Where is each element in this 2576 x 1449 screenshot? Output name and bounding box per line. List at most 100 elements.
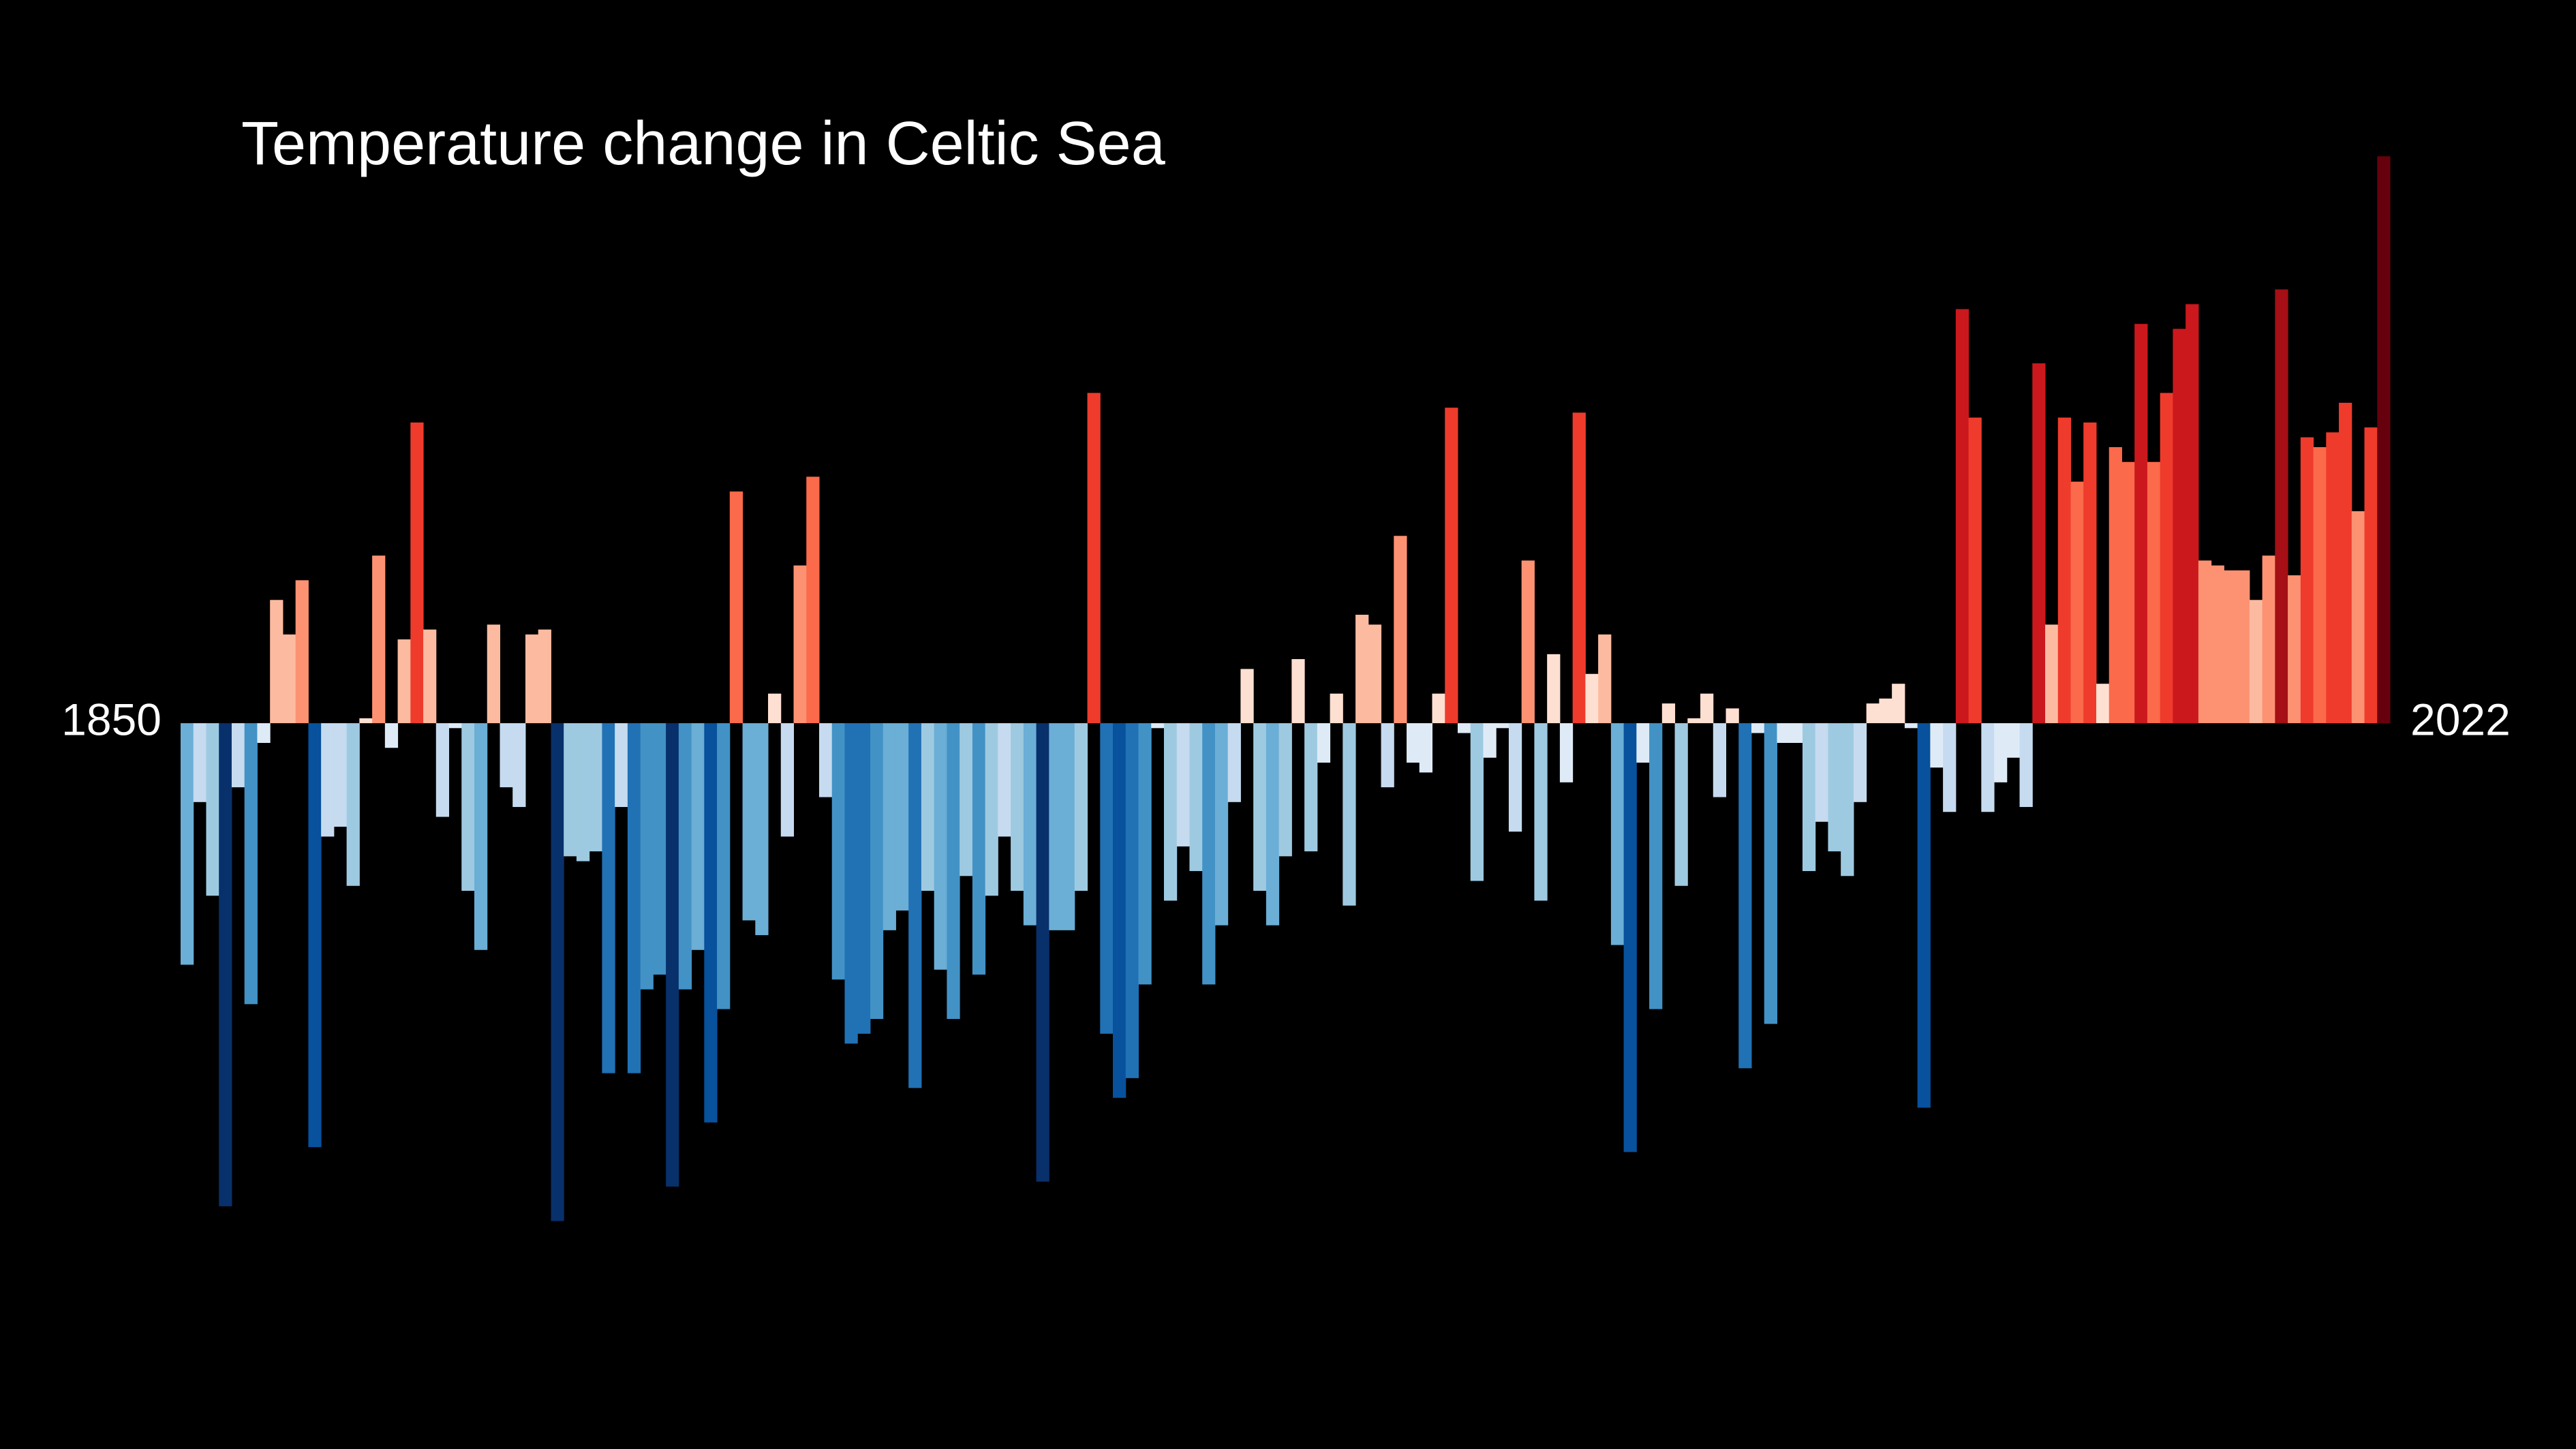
bar: [1904, 723, 1918, 729]
bar: [1994, 723, 2008, 782]
bar: [1138, 723, 1152, 985]
bar: [1330, 693, 1343, 724]
bar: [576, 723, 590, 861]
bar: [1853, 723, 1867, 802]
bar: [1930, 723, 1944, 768]
bar: [1828, 723, 1841, 852]
bar: [1304, 723, 1318, 852]
bar: [1407, 723, 1420, 763]
bar: [1151, 723, 1165, 729]
bar: [1240, 669, 1254, 724]
bar: [2224, 570, 2237, 724]
bar: [2262, 555, 2275, 724]
bar: [219, 723, 232, 1206]
bar: [2326, 432, 2340, 724]
bar: [1726, 708, 1739, 724]
bar: [934, 723, 947, 970]
bar: [1189, 723, 1203, 872]
bar: [1777, 723, 1790, 744]
bar: [2275, 289, 2288, 724]
bar: [1163, 723, 1178, 901]
bar: [397, 639, 411, 724]
bar: [1968, 417, 1982, 724]
bar: [908, 723, 922, 1088]
bar: [768, 693, 782, 724]
bar: [691, 723, 705, 950]
bar: [1598, 634, 1612, 724]
bar: [1687, 718, 1701, 724]
bar: [2134, 324, 2148, 724]
bar: [231, 723, 245, 788]
bar: [461, 723, 475, 891]
bar: [2121, 461, 2135, 724]
bar: [640, 723, 654, 990]
bar: [1841, 723, 1854, 876]
bar: [780, 723, 795, 837]
bar: [1176, 723, 1190, 846]
bar: [423, 629, 437, 724]
bar: [627, 723, 641, 1073]
bar: [818, 723, 833, 797]
bar: [1802, 723, 1816, 872]
bar: [1355, 614, 1369, 724]
bar: [1419, 723, 1433, 773]
bar: [2186, 304, 2199, 724]
bar: [1892, 684, 1905, 724]
bar: [1610, 723, 1625, 945]
bar: [1866, 703, 1880, 724]
bar: [321, 723, 335, 837]
bar: [1011, 723, 1024, 891]
bar: [1062, 723, 1075, 930]
bar: [1317, 723, 1331, 763]
bar: [257, 723, 271, 744]
bar: [972, 723, 986, 975]
bar: [1049, 723, 1062, 930]
bar: [960, 723, 973, 876]
bar: [1253, 723, 1267, 891]
bar: [2313, 447, 2327, 724]
bar: [1508, 723, 1522, 832]
bar: [1394, 536, 1407, 724]
bar: [704, 723, 718, 1123]
bar: [1368, 624, 1382, 724]
bar: [1496, 723, 1509, 729]
bar: [1470, 723, 1484, 881]
bar: [435, 723, 450, 817]
bar: [206, 723, 219, 896]
bar: [678, 723, 692, 990]
bar: [1202, 723, 1216, 985]
bar: [602, 723, 615, 1073]
bar: [1266, 723, 1280, 926]
bar: [755, 723, 769, 936]
bar: [870, 723, 884, 1020]
bar: [384, 723, 399, 748]
bar: [2377, 156, 2391, 724]
bar: [538, 629, 551, 724]
bar: [1917, 723, 1931, 1108]
bar: [512, 723, 526, 808]
bar: [564, 723, 577, 857]
bar: [2288, 575, 2301, 724]
bar: [998, 723, 1011, 837]
bar: [1674, 723, 1688, 886]
bar: [372, 555, 386, 724]
bar: [1713, 723, 1727, 797]
bar: [1445, 408, 1458, 724]
bar: [2147, 461, 2161, 724]
bar: [2300, 437, 2314, 724]
bar: [1738, 723, 1752, 1069]
x-tick-label: 2022: [2410, 695, 2511, 745]
bar: [2351, 511, 2365, 724]
bar: [2160, 393, 2173, 724]
bar: [1981, 723, 1995, 812]
bar: [2364, 427, 2378, 724]
bar: [2096, 684, 2110, 724]
bar: [729, 491, 743, 724]
bar: [2045, 624, 2059, 724]
bar: [1457, 723, 1471, 733]
bar: [181, 723, 194, 965]
bar: [1023, 723, 1037, 926]
chart-title: Temperature change in Celtic Sea: [241, 110, 1166, 178]
bar: [410, 422, 424, 724]
